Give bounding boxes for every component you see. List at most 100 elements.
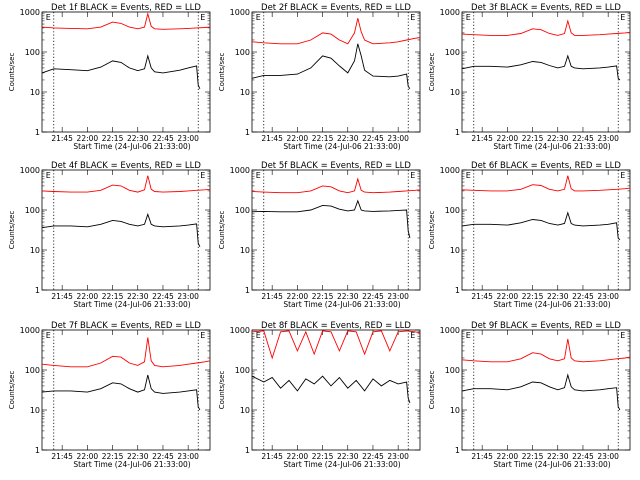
y-axis-label: Counts/sec <box>428 53 436 92</box>
y-axis-label: Counts/sec <box>218 211 226 250</box>
start-marker-label: E <box>256 13 261 22</box>
y-tick-label: 1 <box>455 286 460 295</box>
panel-title: Det 6f BLACK = Events, RED = LLD <box>471 161 621 171</box>
x-tick-label: 22:45 <box>152 292 174 301</box>
y-tick-label: 100 <box>445 366 460 375</box>
y-tick-label: 10 <box>450 246 460 255</box>
panel-title: Det 4f BLACK = Events, RED = LLD <box>51 161 201 171</box>
end-marker-label: E <box>410 171 415 180</box>
x-tick-label: 21:45 <box>51 134 73 143</box>
y-axis-label: Counts/sec <box>428 211 436 250</box>
plot-frame <box>461 169 631 291</box>
start-marker-label: E <box>256 331 261 340</box>
x-tick-label: 22:00 <box>77 452 99 461</box>
x-axis-label: Start Time (24-Jul-06 21:33:00) <box>283 142 400 151</box>
plot-frame <box>41 329 211 451</box>
start-marker-label: E <box>256 171 261 180</box>
series-line-events <box>251 199 411 239</box>
panel-title: Det 7f BLACK = Events, RED = LLD <box>51 321 201 331</box>
y-tick-label: 1000 <box>440 8 460 17</box>
x-tick-label: 22:30 <box>127 452 149 461</box>
y-tick-label: 100 <box>25 206 40 215</box>
y-tick-label: 100 <box>25 48 40 57</box>
x-tick-label: 22:30 <box>127 292 149 301</box>
x-tick-label: 22:15 <box>102 134 124 143</box>
plot-frame <box>251 11 421 133</box>
y-tick-label: 1 <box>245 128 250 137</box>
y-axis-label: Counts/sec <box>8 371 16 410</box>
y-tick-label: 1000 <box>20 8 40 17</box>
x-tick-label: 22:45 <box>362 452 384 461</box>
plot-frame <box>251 169 421 291</box>
y-tick-label: 100 <box>235 366 250 375</box>
start-marker-label: E <box>466 171 471 180</box>
series-line-events <box>461 211 621 241</box>
plot-frame <box>461 329 631 451</box>
x-tick-label: 22:30 <box>337 292 359 301</box>
y-tick-label: 1 <box>35 446 40 455</box>
x-tick-label: 21:45 <box>51 452 73 461</box>
x-tick-label: 22:00 <box>287 292 309 301</box>
x-axis-label: Start Time (24-Jul-06 21:33:00) <box>73 300 190 309</box>
series-line-lld <box>461 175 631 192</box>
panel-title: Det 1f BLACK = Events, RED = LLD <box>51 3 201 13</box>
x-tick-label: 22:30 <box>547 292 569 301</box>
y-tick-label: 10 <box>450 88 460 97</box>
y-tick-label: 1000 <box>440 326 460 335</box>
end-marker-label: E <box>200 331 205 340</box>
panel-title: Det 5f BLACK = Events, RED = LLD <box>261 161 411 171</box>
x-tick-label: 22:45 <box>572 134 594 143</box>
panel-det-8: Det 8f BLACK = Events, RED = LLD 1 10 100 10… <box>218 321 421 469</box>
x-tick-label: 22:00 <box>497 452 519 461</box>
panel-det-9: Det 9f BLACK = Events, RED = LLD 1 10 100 10… <box>428 321 631 469</box>
y-tick-label: 1000 <box>20 166 40 175</box>
end-marker-label: E <box>200 13 205 22</box>
y-axis-label: Counts/sec <box>8 53 16 92</box>
end-marker-label: E <box>620 331 625 340</box>
x-tick-label: 22:15 <box>102 452 124 461</box>
y-tick-label: 10 <box>240 246 250 255</box>
series-line-events <box>41 54 201 89</box>
x-tick-label: 23:00 <box>387 134 409 143</box>
panel-det-5: Det 5f BLACK = Events, RED = LLD 1 10 100 10… <box>218 161 421 309</box>
y-tick-label: 10 <box>240 88 250 97</box>
y-tick-label: 100 <box>445 48 460 57</box>
plot-frame <box>41 169 211 291</box>
panel-det-4: Det 4f BLACK = Events, RED = LLD 1 10 100 10… <box>8 161 211 309</box>
y-tick-label: 1 <box>35 128 40 137</box>
y-tick-label: 1 <box>455 128 460 137</box>
x-tick-label: 22:45 <box>362 292 384 301</box>
y-tick-label: 1000 <box>20 326 40 335</box>
series-line-lld <box>41 175 211 193</box>
x-tick-label: 22:30 <box>337 452 359 461</box>
y-tick-label: 1000 <box>230 326 250 335</box>
x-tick-label: 21:45 <box>471 292 493 301</box>
y-axis-label: Counts/sec <box>218 53 226 92</box>
x-tick-label: 22:45 <box>152 134 174 143</box>
x-tick-label: 22:15 <box>522 292 544 301</box>
x-tick-label: 21:45 <box>51 292 73 301</box>
series-line-events <box>41 212 201 247</box>
y-tick-label: 10 <box>30 88 40 97</box>
x-tick-label: 22:30 <box>547 134 569 143</box>
x-tick-label: 22:15 <box>312 452 334 461</box>
x-tick-label: 23:00 <box>597 134 619 143</box>
x-tick-label: 23:00 <box>177 292 199 301</box>
x-tick-label: 22:15 <box>522 452 544 461</box>
y-tick-label: 1 <box>245 446 250 455</box>
x-tick-label: 23:00 <box>387 292 409 301</box>
start-marker-label: E <box>466 331 471 340</box>
x-tick-label: 22:45 <box>572 292 594 301</box>
x-tick-label: 22:00 <box>287 134 309 143</box>
series-line-lld <box>41 337 211 368</box>
end-marker-label: E <box>410 13 415 22</box>
y-tick-label: 100 <box>25 366 40 375</box>
x-tick-label: 22:00 <box>287 452 309 461</box>
x-axis-label: Start Time (24-Jul-06 21:33:00) <box>493 300 610 309</box>
y-tick-label: 1 <box>35 286 40 295</box>
y-tick-label: 10 <box>30 406 40 415</box>
panel-title: Det 2f BLACK = Events, RED = LLD <box>261 3 411 13</box>
series-line-lld <box>461 19 631 36</box>
y-tick-label: 1000 <box>230 8 250 17</box>
